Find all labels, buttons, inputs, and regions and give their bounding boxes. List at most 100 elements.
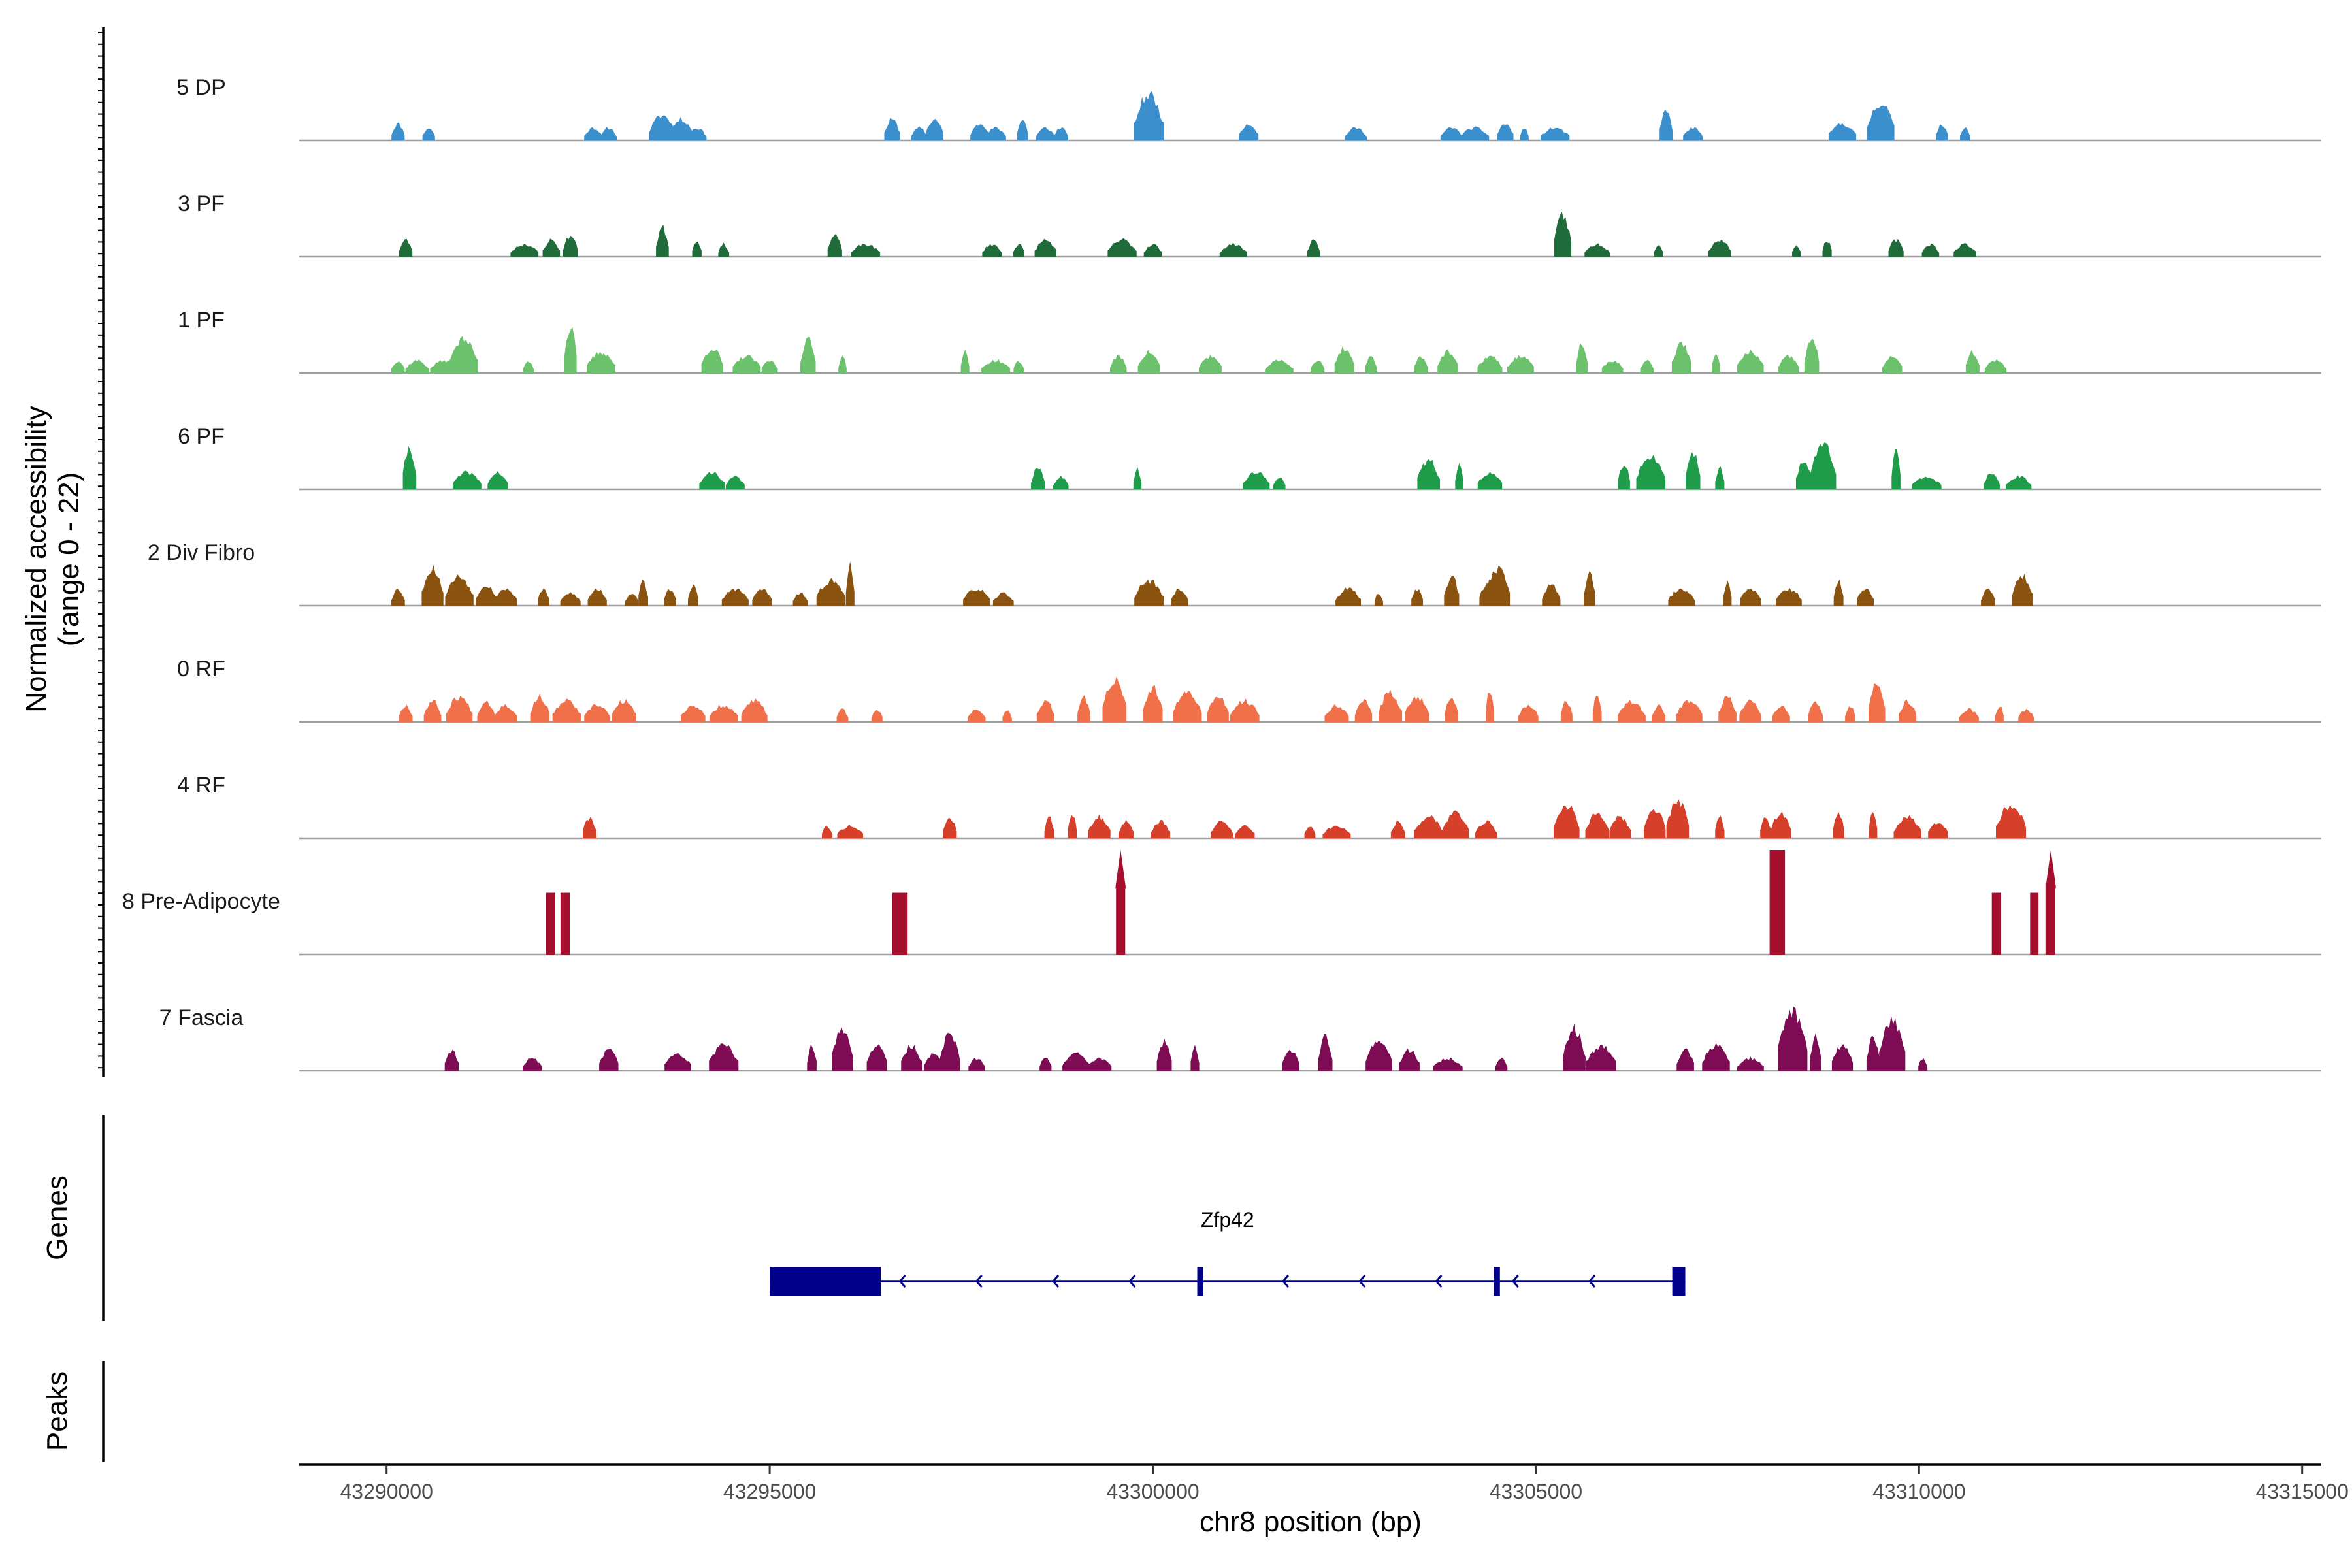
coverage-peak	[1668, 588, 1695, 606]
coverage-peak	[1039, 1057, 1052, 1071]
coverage-block	[560, 892, 570, 955]
coverage-peak	[1995, 706, 2004, 722]
coverage-peak	[1445, 698, 1459, 722]
coverage-peak	[399, 704, 413, 722]
coverage-peak	[1810, 442, 1837, 489]
coverage-peak	[477, 700, 495, 722]
coverage-peak	[560, 592, 581, 606]
coverage-peak	[1640, 359, 1654, 373]
coverage-peak	[1440, 127, 1463, 140]
coverage-peak	[1013, 244, 1024, 257]
track-6-pf: 6 PF	[178, 424, 2321, 491]
coverage-peak	[1771, 811, 1791, 838]
coverage-peak	[836, 708, 849, 722]
coverage-peak	[1053, 475, 1069, 489]
coverage-peak	[1282, 1049, 1299, 1071]
strand-arrow	[1358, 1275, 1366, 1288]
coverage-peak	[1134, 580, 1164, 606]
coverage-peak	[584, 127, 603, 140]
coverage-peak	[1265, 359, 1294, 373]
coverage-peak	[1891, 449, 1901, 489]
coverage-peak	[1554, 805, 1580, 838]
coverage-peak	[446, 695, 473, 722]
strand-arrow	[898, 1275, 906, 1288]
x-axis-title: chr8 position (bp)	[1200, 1506, 1422, 1538]
coverage-peak	[1053, 127, 1068, 140]
genes-panel: Genes Zfp42	[41, 1115, 1686, 1321]
coverage-peak	[1110, 354, 1127, 373]
coverage-peak	[1324, 704, 1349, 722]
coverage-peak	[1190, 1045, 1200, 1071]
coverage-peak	[510, 244, 539, 257]
coverage-peak	[1899, 699, 1917, 722]
coverage-peak	[1334, 346, 1354, 373]
coverage-peak	[1772, 705, 1790, 722]
coverage-peak	[1345, 127, 1367, 140]
coverage-peak	[699, 472, 725, 489]
coverage-peak	[1723, 580, 1732, 606]
peaks-panel: Peaks	[41, 1361, 105, 1462]
coverage-peak	[564, 327, 577, 373]
coverage-peak	[732, 354, 761, 373]
coverage-peak	[2006, 475, 2032, 489]
coverage-peak	[1708, 239, 1731, 257]
coverage-peak	[1928, 823, 1948, 838]
coverage-peak	[1133, 466, 1142, 489]
coverage-peak	[837, 824, 863, 838]
coverage-peak	[1151, 820, 1171, 838]
coverage-peak	[1518, 704, 1539, 722]
track-label: 7 Fascia	[159, 1005, 244, 1030]
coverage-peak	[1486, 693, 1494, 722]
coverage-peak	[1107, 238, 1137, 257]
coverage-y-axis-title: Normalized accessibility (range 0 - 22)	[20, 406, 85, 712]
coverage-peak	[1002, 710, 1012, 722]
coverage-peak	[1810, 1033, 1821, 1071]
coverage-peak	[1399, 1048, 1420, 1071]
gene-model: Zfp42	[770, 1208, 1686, 1296]
coverage-peak	[1893, 815, 1921, 838]
coverage-peak	[822, 825, 833, 838]
coverage-peak	[1477, 355, 1503, 373]
coverage-peak	[1740, 589, 1761, 606]
genes-panel-title: Genes	[41, 1175, 73, 1260]
coverage-peak	[701, 350, 723, 373]
coverage-peak	[493, 704, 517, 722]
track-label: 0 RF	[177, 657, 225, 681]
coverage-peak	[1778, 354, 1799, 373]
coverage-peak	[523, 361, 534, 373]
coverage-peak	[1888, 238, 1904, 257]
coverage-y-axis-title-line2: (range 0 - 22)	[53, 472, 85, 647]
track-label: 4 RF	[177, 773, 225, 798]
coverage-peak	[939, 1032, 960, 1071]
coverage-peak	[1307, 239, 1320, 257]
coverage-peak	[1036, 127, 1055, 140]
coverage-peak	[1586, 1045, 1616, 1071]
coverage-peak	[1792, 245, 1801, 257]
track-label: 5 DP	[176, 75, 226, 100]
coverage-peak	[1077, 695, 1090, 722]
coverage-peak	[1554, 211, 1572, 257]
coverage-peak	[587, 588, 607, 606]
coverage-peak	[792, 592, 808, 606]
coverage-peak	[1365, 356, 1377, 373]
coverage-peak	[1437, 349, 1458, 373]
coverage-peak	[1485, 565, 1511, 606]
coverage-peak	[1981, 588, 1995, 606]
coverage-peak	[584, 704, 611, 722]
coverage-peak	[1609, 815, 1631, 838]
coverage-peak	[538, 588, 549, 606]
gene-exon	[1494, 1267, 1500, 1296]
coverage-peak	[1433, 1057, 1463, 1071]
coverage-peak	[2012, 574, 2033, 606]
coverage-peak	[625, 594, 639, 606]
coverage-peak	[692, 241, 702, 257]
track-7-fascia: 7 Fascia	[159, 1005, 2321, 1072]
coverage-peak	[1477, 471, 1503, 489]
track-0-rf: 0 RF	[177, 657, 2321, 723]
coverage-peak	[1118, 819, 1134, 838]
coverage-peak	[1520, 129, 1529, 140]
coverage-peak	[1322, 825, 1351, 838]
coverage-peak	[669, 116, 694, 140]
coverage-peak	[1013, 361, 1024, 373]
